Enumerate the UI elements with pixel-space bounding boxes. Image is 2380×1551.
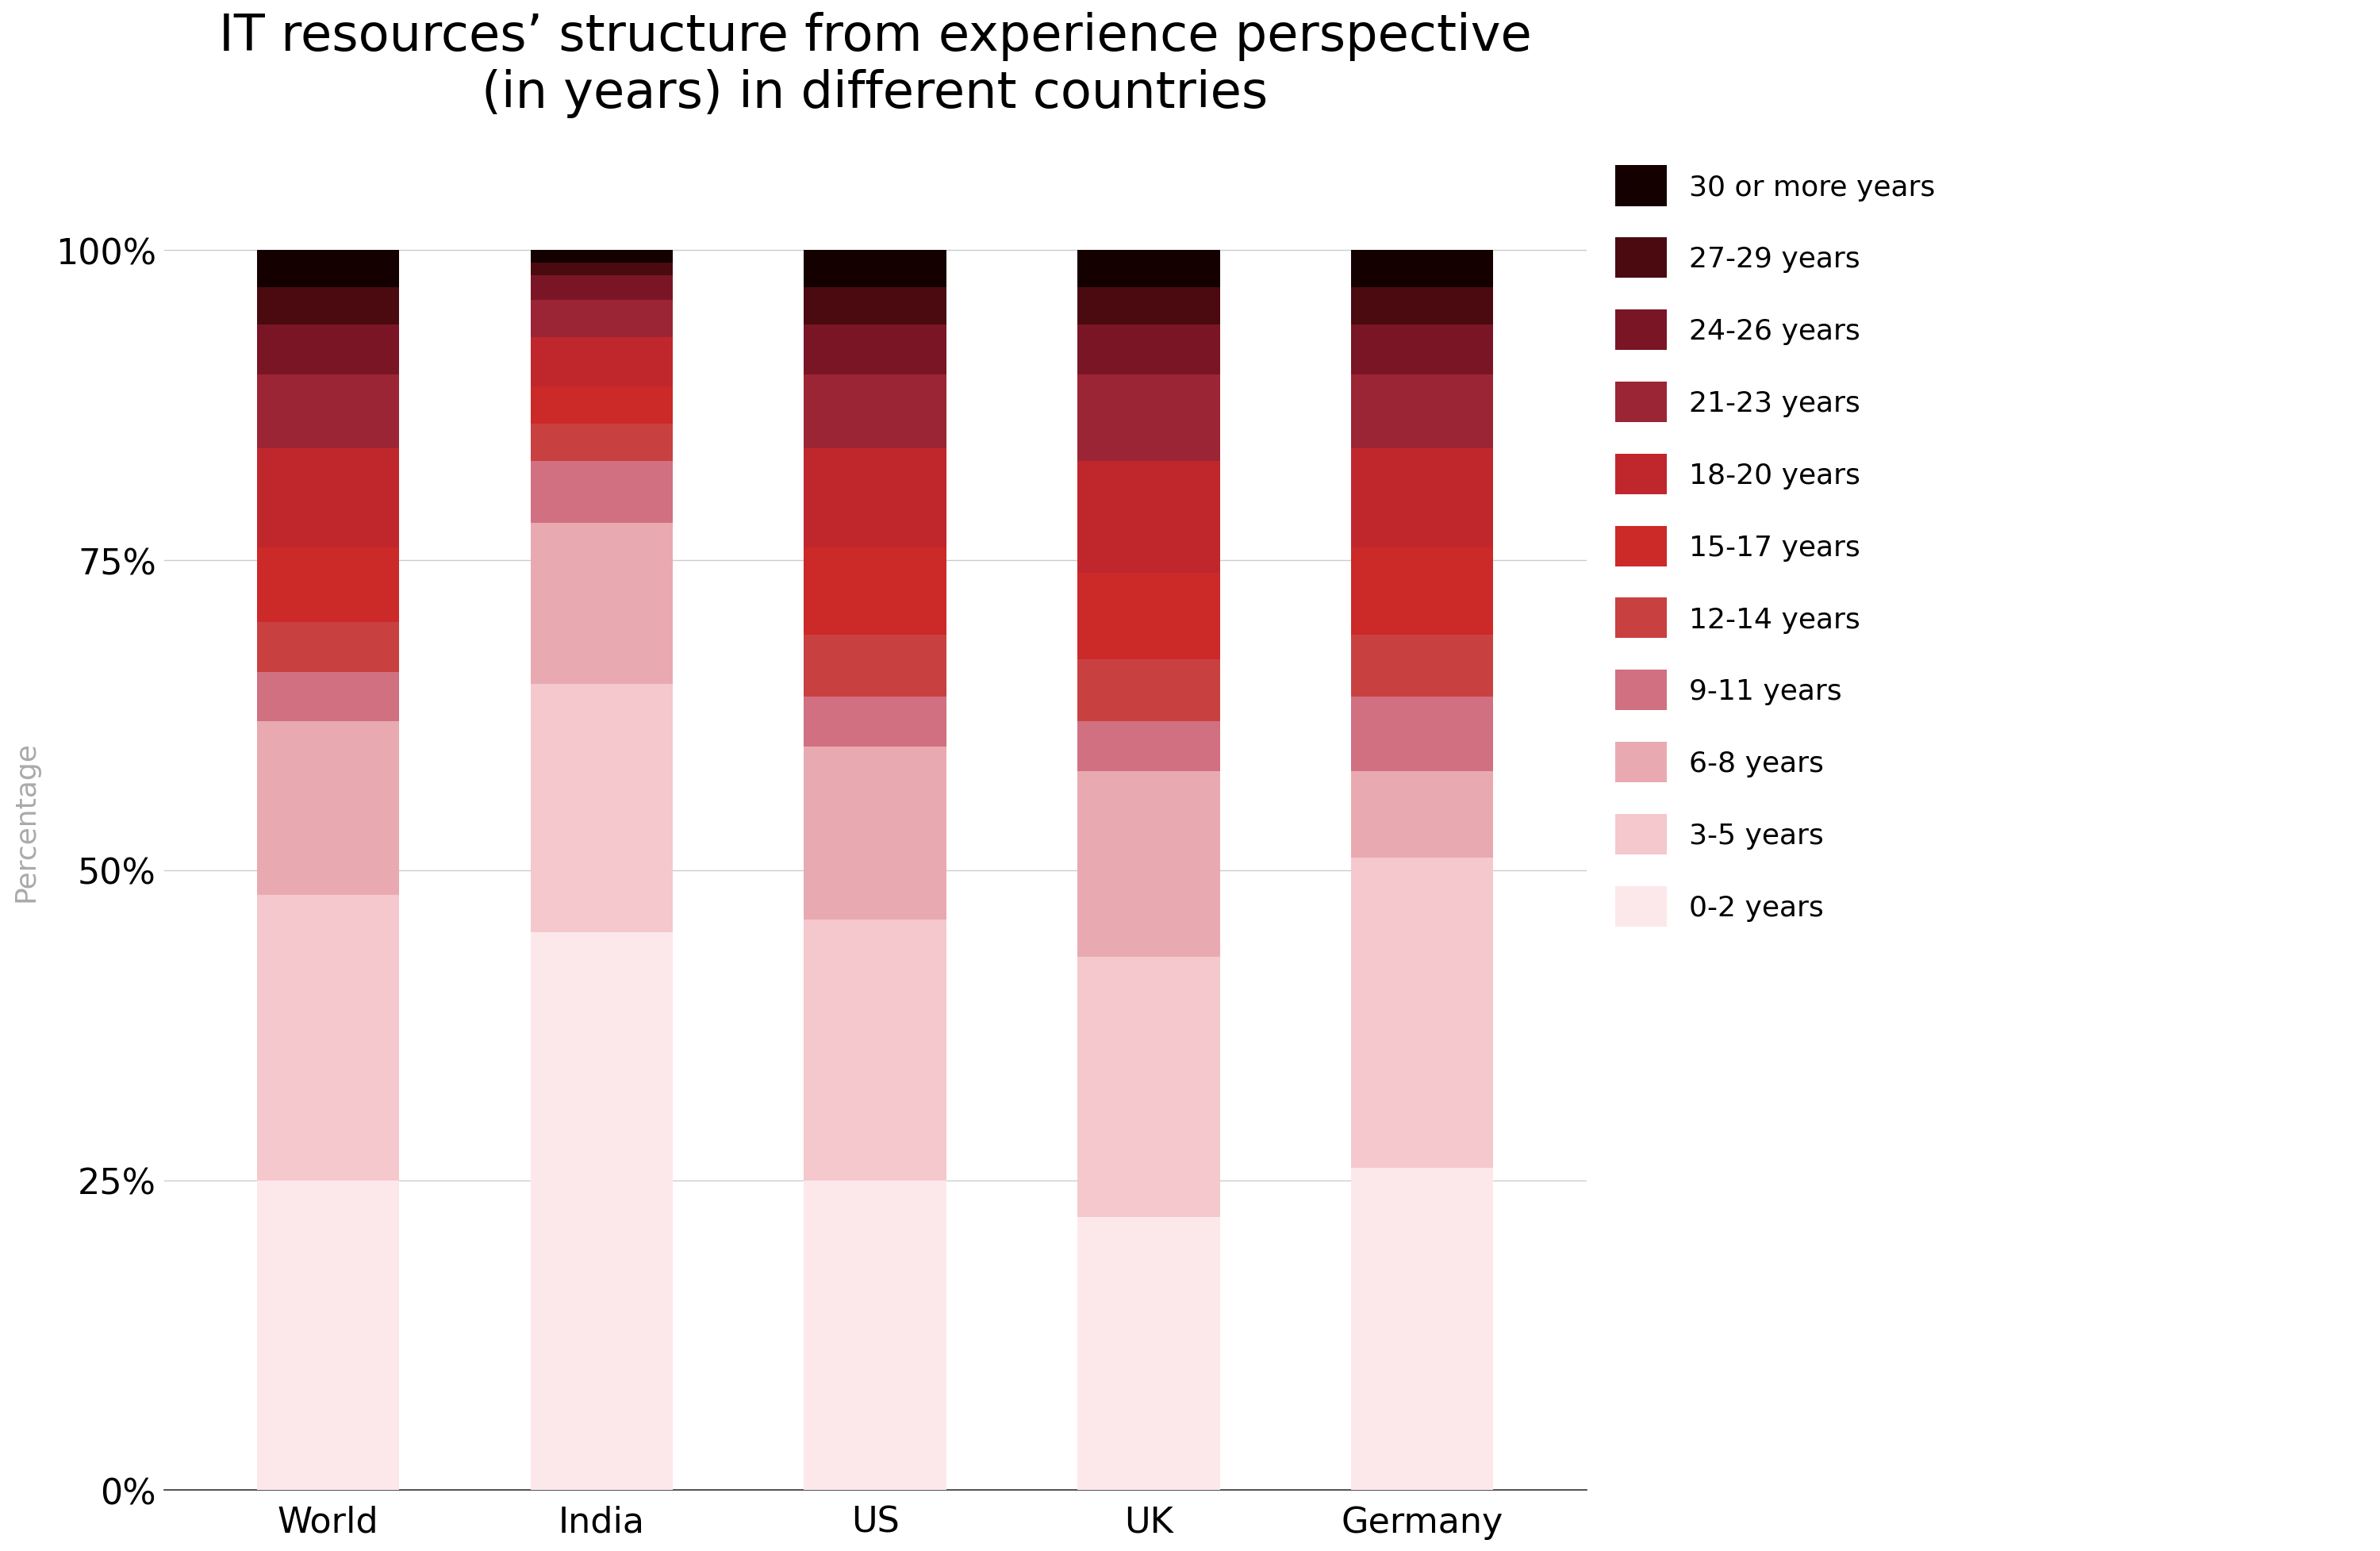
Bar xyxy=(804,634,947,696)
Bar xyxy=(1078,288,1221,326)
Bar xyxy=(531,338,674,388)
Bar xyxy=(804,549,947,634)
Bar xyxy=(1352,696,1492,771)
Bar xyxy=(1352,549,1492,634)
Bar xyxy=(804,920,947,1180)
Bar xyxy=(531,301,674,338)
Bar xyxy=(1352,634,1492,696)
Bar xyxy=(531,684,674,932)
Bar xyxy=(257,450,400,549)
Bar xyxy=(804,1180,947,1491)
Bar xyxy=(257,549,400,622)
Bar xyxy=(1078,1218,1221,1491)
Bar xyxy=(257,375,400,450)
Bar xyxy=(531,932,674,1491)
Bar xyxy=(257,251,400,288)
Bar xyxy=(804,746,947,920)
Bar xyxy=(1078,721,1221,771)
Legend: 30 or more years, 27-29 years, 24-26 years, 21-23 years, 18-20 years, 15-17 year: 30 or more years, 27-29 years, 24-26 yea… xyxy=(1616,166,1935,926)
Bar xyxy=(1078,771,1221,957)
Bar xyxy=(1352,326,1492,375)
Bar xyxy=(257,895,400,1180)
Bar xyxy=(1078,326,1221,375)
Bar xyxy=(1352,288,1492,326)
Bar xyxy=(1352,375,1492,450)
Bar xyxy=(531,264,674,276)
Bar xyxy=(1078,462,1221,572)
Bar xyxy=(1078,572,1221,659)
Bar xyxy=(257,1180,400,1491)
Y-axis label: Percentage: Percentage xyxy=(12,740,38,901)
Bar xyxy=(1352,450,1492,549)
Bar xyxy=(257,622,400,672)
Bar xyxy=(257,288,400,326)
Bar xyxy=(804,326,947,375)
Bar xyxy=(531,425,674,462)
Bar xyxy=(531,276,674,301)
Bar xyxy=(531,388,674,425)
Bar xyxy=(1352,1168,1492,1491)
Bar xyxy=(1078,375,1221,462)
Bar xyxy=(804,288,947,326)
Title: IT resources’ structure from experience perspective
(in years) in different coun: IT resources’ structure from experience … xyxy=(219,12,1530,118)
Bar xyxy=(531,524,674,684)
Bar xyxy=(1352,251,1492,288)
Bar xyxy=(1352,858,1492,1168)
Bar xyxy=(804,375,947,450)
Bar xyxy=(1078,957,1221,1218)
Bar xyxy=(1078,251,1221,288)
Bar xyxy=(531,251,674,264)
Bar xyxy=(1352,771,1492,858)
Bar xyxy=(804,696,947,746)
Bar xyxy=(257,672,400,721)
Bar xyxy=(531,462,674,524)
Bar xyxy=(1078,659,1221,721)
Bar xyxy=(804,251,947,288)
Bar xyxy=(257,721,400,895)
Bar xyxy=(257,326,400,375)
Bar xyxy=(804,450,947,549)
